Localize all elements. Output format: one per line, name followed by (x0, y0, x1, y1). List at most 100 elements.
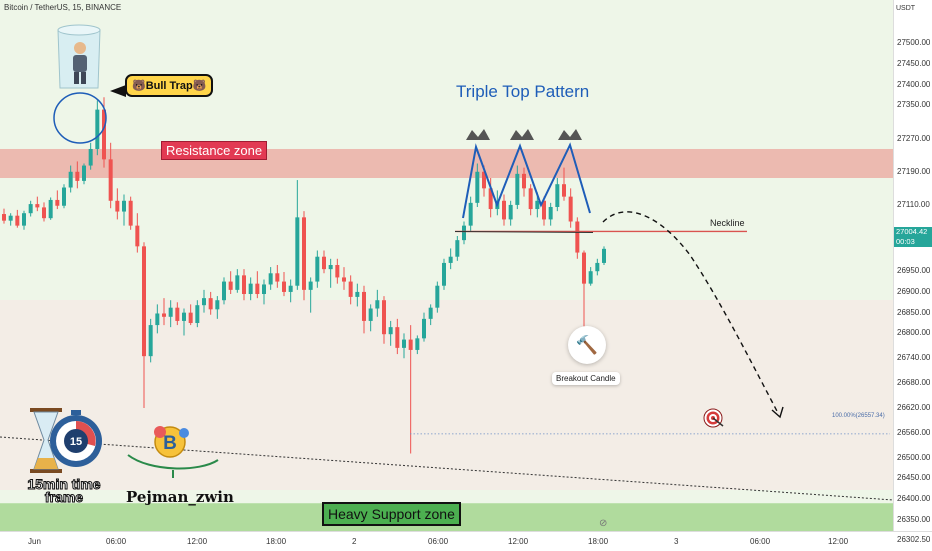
candle-body[interactable] (95, 109, 100, 149)
price-tick: 26740.00 (897, 353, 931, 363)
candle-body[interactable] (135, 225, 140, 247)
candle-body[interactable] (402, 339, 406, 348)
candle-body[interactable] (335, 264, 340, 278)
candle-body[interactable] (582, 252, 586, 284)
candle-body[interactable] (535, 200, 540, 210)
candle-body[interactable] (108, 159, 113, 201)
candle-body[interactable] (242, 275, 246, 295)
candle-body[interactable] (475, 171, 480, 203)
candle-body[interactable] (502, 200, 506, 220)
candle-body[interactable] (542, 200, 546, 220)
candle-body[interactable] (168, 307, 173, 317)
candle-body[interactable] (548, 206, 553, 220)
candle-body[interactable] (295, 217, 300, 286)
candle-body[interactable] (88, 148, 93, 166)
time-axis[interactable] (0, 531, 932, 551)
candle-body[interactable] (195, 305, 200, 324)
candle-body[interactable] (455, 240, 460, 257)
candle-body[interactable] (362, 291, 366, 321)
candle-body[interactable] (515, 173, 520, 205)
bitcoin-letter: B (163, 433, 177, 454)
candle-body[interactable] (182, 312, 186, 321)
candle-body[interactable] (68, 171, 73, 188)
candle-body[interactable] (122, 200, 126, 212)
candle-body[interactable] (102, 109, 106, 160)
candle-body[interactable] (262, 284, 266, 295)
candle-body[interactable] (255, 283, 260, 295)
candle-body[interactable] (442, 262, 446, 286)
candle-body[interactable] (435, 285, 440, 308)
candle-body[interactable] (595, 262, 600, 272)
candle-body[interactable] (288, 285, 293, 292)
candle-body[interactable] (8, 215, 13, 221)
candle-body[interactable] (368, 308, 373, 321)
candle-body[interactable] (568, 196, 573, 222)
candle-body[interactable] (222, 281, 226, 301)
candle-body[interactable] (448, 256, 453, 263)
candle-body[interactable] (468, 202, 473, 226)
candle-body[interactable] (408, 339, 413, 350)
candle-body[interactable] (328, 264, 333, 270)
candle-body[interactable] (175, 307, 180, 321)
price-tick: 26302.50 (897, 534, 931, 544)
price-tick: 26800.00 (897, 328, 931, 338)
candle-body[interactable] (208, 298, 213, 310)
candle-body[interactable] (42, 207, 46, 219)
candle-body[interactable] (348, 281, 353, 297)
candle-body[interactable] (142, 246, 146, 357)
candle-body[interactable] (382, 300, 386, 335)
candle-body[interactable] (575, 221, 580, 253)
candle-body[interactable] (275, 273, 280, 282)
symbol-title[interactable]: Bitcoin / TetherUS, 15, BINANCE (4, 3, 122, 12)
candle-body[interactable] (308, 281, 313, 290)
candle-body[interactable] (282, 281, 286, 292)
candle-body[interactable] (355, 291, 360, 297)
price-axis[interactable] (893, 0, 932, 550)
candle-body[interactable] (248, 283, 253, 295)
candle-body[interactable] (528, 188, 533, 210)
candle-body[interactable] (48, 199, 53, 219)
timeframe-label: 15min time frame (27, 476, 101, 505)
candle-body[interactable] (428, 307, 433, 319)
candle-body[interactable] (75, 171, 80, 181)
candle-body[interactable] (482, 171, 486, 189)
candle-body[interactable] (148, 325, 153, 357)
candle-body[interactable] (268, 273, 273, 285)
candle-body[interactable] (302, 217, 306, 290)
candle-body[interactable] (488, 188, 493, 210)
candle-body[interactable] (28, 204, 33, 214)
candle-body[interactable] (2, 214, 6, 221)
candle-body[interactable] (395, 327, 400, 348)
candle-body[interactable] (415, 338, 420, 350)
candle-body[interactable] (115, 200, 120, 212)
candle-body[interactable] (602, 248, 606, 263)
candle-body[interactable] (562, 184, 566, 197)
candle-body[interactable] (522, 173, 526, 189)
candle-body[interactable] (215, 300, 220, 310)
candle-body[interactable] (188, 312, 193, 324)
candle-body[interactable] (202, 298, 206, 306)
candle-body[interactable] (588, 271, 593, 284)
candle-body[interactable] (82, 165, 86, 181)
candle-body[interactable] (375, 300, 380, 309)
candle-body[interactable] (462, 225, 466, 241)
replay-icon[interactable]: ⊘ (599, 518, 608, 529)
candle-body[interactable] (35, 204, 40, 208)
candle-body[interactable] (322, 256, 326, 270)
candle-body[interactable] (315, 256, 320, 282)
candle-body[interactable] (55, 199, 60, 206)
candle-body[interactable] (62, 187, 66, 206)
candle-body[interactable] (128, 200, 133, 226)
candle-body[interactable] (22, 213, 26, 226)
candle-body[interactable] (508, 204, 513, 220)
candle-body[interactable] (235, 275, 240, 290)
candle-body[interactable] (228, 281, 233, 290)
candle-body[interactable] (15, 215, 20, 226)
candle-body[interactable] (388, 327, 393, 335)
candle-body[interactable] (555, 184, 560, 207)
candle-body[interactable] (422, 318, 426, 339)
candle-body[interactable] (155, 313, 160, 326)
candle-body[interactable] (162, 313, 166, 317)
candle-body[interactable] (342, 277, 346, 282)
